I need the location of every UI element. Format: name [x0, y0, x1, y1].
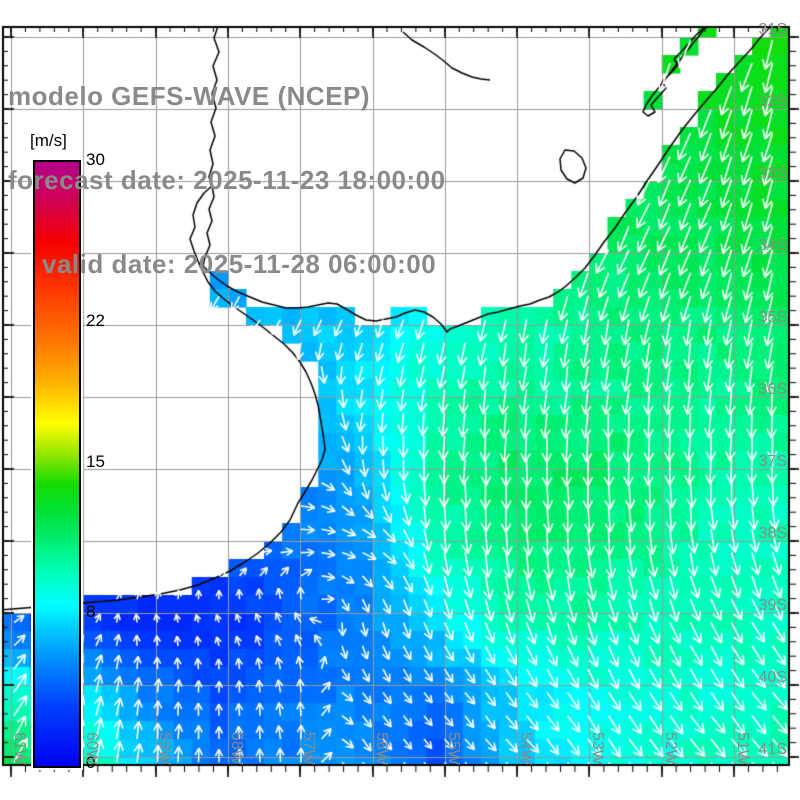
lat-label: 32S	[758, 93, 787, 110]
colorbar-unit-label: [m/s]	[30, 131, 67, 150]
lat-label: 39S	[758, 597, 787, 614]
colorbar	[33, 160, 81, 768]
lon-label: 60W	[83, 732, 100, 765]
colorbar-tick-label: 0	[86, 753, 96, 772]
lon-label: 58W	[228, 732, 245, 765]
colorbar-tick-label: 22	[86, 311, 105, 330]
lon-label: 54W	[517, 732, 534, 765]
lat-label: 34S	[758, 237, 787, 254]
lon-label: 52W	[662, 732, 679, 765]
lon-label: 61W	[11, 732, 28, 765]
lat-label: 31S	[758, 21, 787, 38]
forecast-date: forecast date: 2025-11-23 18:00:00	[8, 165, 446, 195]
title-block: modelo GEFS-WAVE (NCEP) forecast date: 2…	[8, 26, 446, 334]
lon-label: 59W	[156, 732, 173, 765]
lon-label: 57W	[300, 732, 317, 765]
lat-label: 35S	[758, 309, 787, 326]
colorbar-tick-label: 30	[86, 150, 105, 169]
lat-label: 40S	[758, 669, 787, 686]
lon-label: 56W	[373, 732, 390, 765]
lat-label: 36S	[758, 381, 787, 398]
valid-date: valid date: 2025-11-28 06:00:00	[42, 249, 437, 279]
lon-label: 51W	[734, 732, 751, 765]
colorbar-tick-label: 15	[86, 452, 105, 471]
lon-label: 53W	[589, 732, 606, 765]
lat-label: 33S	[758, 165, 787, 182]
model-title: modelo GEFS-WAVE (NCEP)	[8, 81, 371, 111]
lat-label: 37S	[758, 453, 787, 470]
lon-label: 55W	[445, 732, 462, 765]
lat-label: 41S	[758, 741, 787, 758]
lat-label: 38S	[758, 525, 787, 542]
colorbar-tick-label: 8	[86, 602, 96, 621]
